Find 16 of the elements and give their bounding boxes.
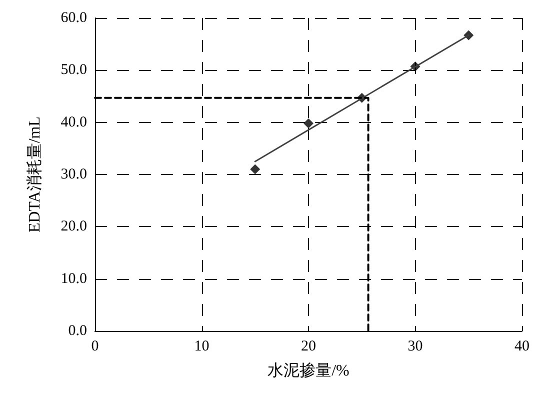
point	[250, 164, 260, 174]
x-axis-title: 水泥掺量/%	[268, 362, 350, 380]
x-tick-label: 40	[514, 338, 530, 354]
x-tick-label: 30	[408, 338, 423, 354]
y-tick-label: 60.0	[60, 10, 87, 26]
x-tick-label: 10	[194, 338, 210, 354]
y-tick-label: 30.0	[60, 166, 87, 182]
point	[304, 118, 314, 128]
y-tick-label: 10.0	[60, 270, 87, 287]
y-tick-label: 0.0	[68, 323, 87, 339]
x-tick-label: 20	[301, 338, 316, 354]
y-tick-label: 20.0	[60, 218, 87, 235]
y-tick-label: 50.0	[60, 62, 87, 78]
y-axis-title: EDTA消耗量/mL	[26, 116, 44, 233]
x-tick-label: 0	[91, 338, 99, 354]
y-tick-label: 40.0	[60, 114, 87, 130]
